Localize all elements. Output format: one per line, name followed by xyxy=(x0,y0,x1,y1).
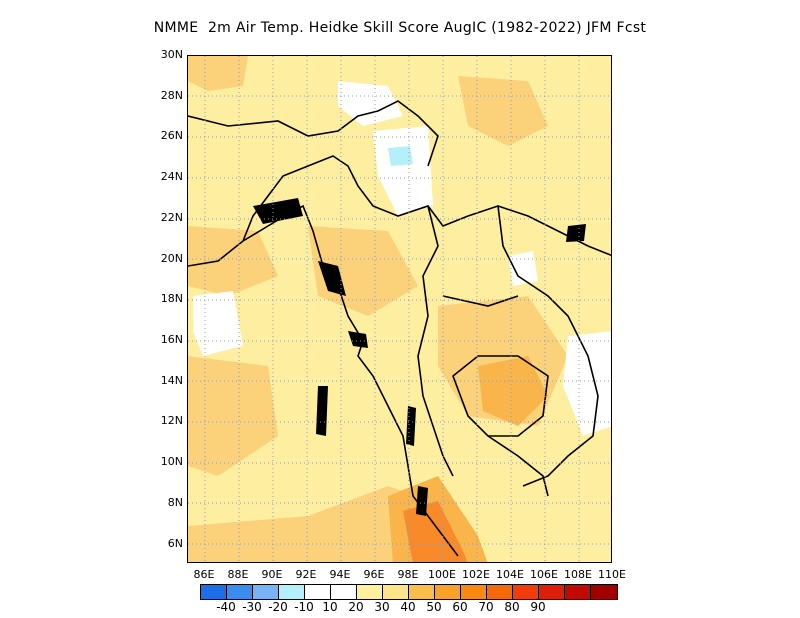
lat-label-14N: 14N xyxy=(160,374,183,387)
colorbar-label: 90 xyxy=(530,600,546,614)
chart-title: NMME 2m Air Temp. Heidke Skill Score Aug… xyxy=(153,20,647,36)
lat-label-26N: 26N xyxy=(160,129,183,142)
colorbar-label: 80 xyxy=(504,600,520,614)
lat-label-8N: 8N xyxy=(167,496,183,509)
lat-label-6N: 6N xyxy=(167,537,183,550)
colorbar-label: 50 xyxy=(426,600,442,614)
field-patch-lightblue xyxy=(388,146,413,166)
colorbar-label: 10 xyxy=(322,600,338,614)
colorbar-label: 20 xyxy=(348,600,364,614)
map-plot-area xyxy=(187,55,612,563)
lat-label-24N: 24N xyxy=(160,170,183,183)
lat-label-18N: 18N xyxy=(160,292,183,305)
colorbar-label: 70 xyxy=(478,600,494,614)
colorbar-swatch xyxy=(201,585,227,599)
coastlines xyxy=(188,100,611,557)
lat-label-16N: 16N xyxy=(160,333,183,346)
lat-label-28N: 28N xyxy=(160,89,183,102)
colorbar-swatch xyxy=(227,585,253,599)
field-patch-40-south-west xyxy=(188,356,278,476)
colorbar-swatch xyxy=(331,585,357,599)
field-patch-white-east xyxy=(563,331,611,436)
gridlines xyxy=(188,56,611,562)
field-patch-50-cambodia xyxy=(478,356,548,426)
colorbar-swatch xyxy=(487,585,513,599)
lon-label-92E: 92E xyxy=(295,568,317,581)
colorbar-swatch xyxy=(253,585,279,599)
lat-label-20N: 20N xyxy=(160,252,183,265)
field-patch-white-west xyxy=(193,291,243,356)
colorbar xyxy=(200,584,618,600)
colorbar-swatch xyxy=(305,585,331,599)
colorbar-label: 60 xyxy=(452,600,468,614)
field-patch-40-center xyxy=(308,226,418,316)
lat-label-10N: 10N xyxy=(160,455,183,468)
lat-label-30N: 30N xyxy=(160,48,183,61)
colorbar-swatch xyxy=(409,585,435,599)
lon-label-90E: 90E xyxy=(261,568,283,581)
field-patch-40-north xyxy=(188,56,248,91)
lon-label-104E: 104E xyxy=(496,568,524,581)
lon-label-86E: 86E xyxy=(193,568,215,581)
lat-label-12N: 12N xyxy=(160,414,183,427)
colorbar-label: 30 xyxy=(374,600,390,614)
lon-label-94E: 94E xyxy=(329,568,351,581)
colorbar-label: -30 xyxy=(242,600,262,614)
colorbar-swatch xyxy=(383,585,409,599)
lon-label-102E: 102E xyxy=(462,568,490,581)
lon-label-100E: 100E xyxy=(428,568,456,581)
colorbar-label: -40 xyxy=(216,600,236,614)
map-svg xyxy=(188,56,611,562)
colorbar-swatch xyxy=(513,585,539,599)
colorbar-label: -20 xyxy=(268,600,288,614)
colorbar-label: -10 xyxy=(294,600,314,614)
lon-label-98E: 98E xyxy=(397,568,419,581)
lon-label-108E: 108E xyxy=(564,568,592,581)
colorbar-swatch xyxy=(357,585,383,599)
colorbar-swatch xyxy=(461,585,487,599)
colorbar-swatch xyxy=(279,585,305,599)
lon-label-96E: 96E xyxy=(363,568,385,581)
field-patch-white-yunnan xyxy=(373,126,433,216)
field-patch-white-laos xyxy=(508,251,538,286)
lon-label-106E: 106E xyxy=(530,568,558,581)
colorbar-swatch xyxy=(591,585,617,599)
coastal-islands xyxy=(253,198,586,516)
colorbar-swatch xyxy=(565,585,591,599)
colorbar-swatch xyxy=(435,585,461,599)
colorbar-swatch xyxy=(539,585,565,599)
field-patch-white-north xyxy=(338,81,403,126)
field-patch-40-east xyxy=(458,76,548,146)
colorbar-label: 40 xyxy=(400,600,416,614)
lon-label-110E: 110E xyxy=(598,568,626,581)
lon-label-88E: 88E xyxy=(227,568,249,581)
field-patch-40-west-coast xyxy=(188,226,278,296)
lat-label-22N: 22N xyxy=(160,211,183,224)
